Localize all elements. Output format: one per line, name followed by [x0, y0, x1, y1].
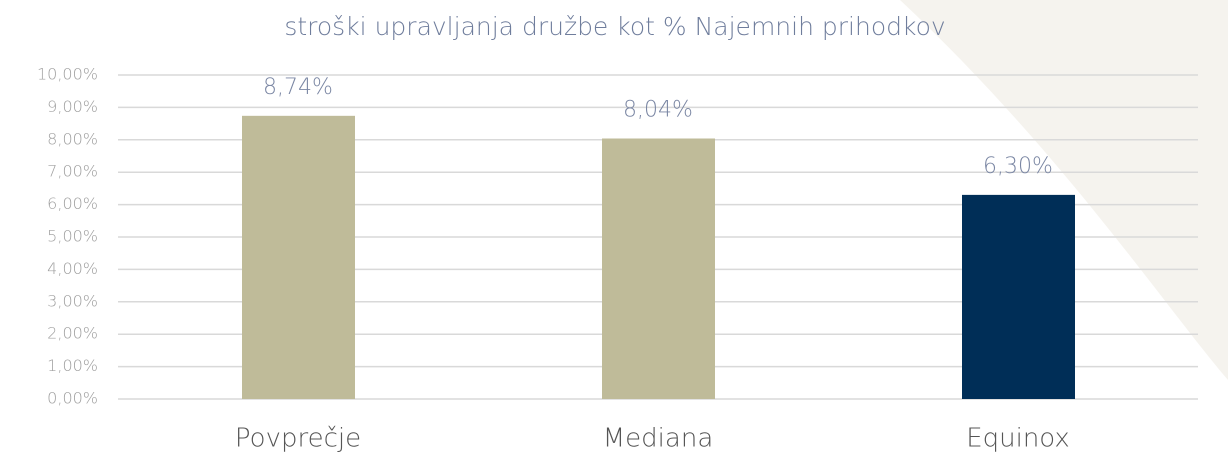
- y-tick-label: 7,00%: [47, 162, 98, 181]
- x-tick-label: Mediana: [603, 424, 714, 454]
- y-tick-label: 5,00%: [47, 227, 98, 246]
- data-label: 8,74%: [263, 75, 333, 100]
- y-tick-label: 1,00%: [47, 356, 98, 375]
- y-tick-label: 6,00%: [47, 194, 98, 213]
- x-tick-label: Povprečje: [235, 424, 361, 454]
- bar: [962, 194, 1075, 399]
- data-label: 8,04%: [623, 98, 693, 123]
- y-tick-label: 9,00%: [47, 97, 98, 116]
- chart-title: stroški upravljanja družbe kot % Najemni…: [284, 12, 945, 41]
- y-tick-label: 2,00%: [47, 324, 98, 343]
- y-tick-label: 8,00%: [47, 129, 98, 148]
- y-tick-label: 0,00%: [47, 389, 98, 408]
- background-shape: [900, 0, 1228, 380]
- y-tick-label: 4,00%: [47, 259, 98, 278]
- y-tick-label: 10,00%: [37, 65, 98, 84]
- data-label: 6,30%: [983, 154, 1053, 179]
- bar: [602, 138, 715, 399]
- x-tick-label: Equinox: [966, 424, 1070, 454]
- bar: [242, 115, 355, 399]
- y-tick-label: 3,00%: [47, 291, 98, 310]
